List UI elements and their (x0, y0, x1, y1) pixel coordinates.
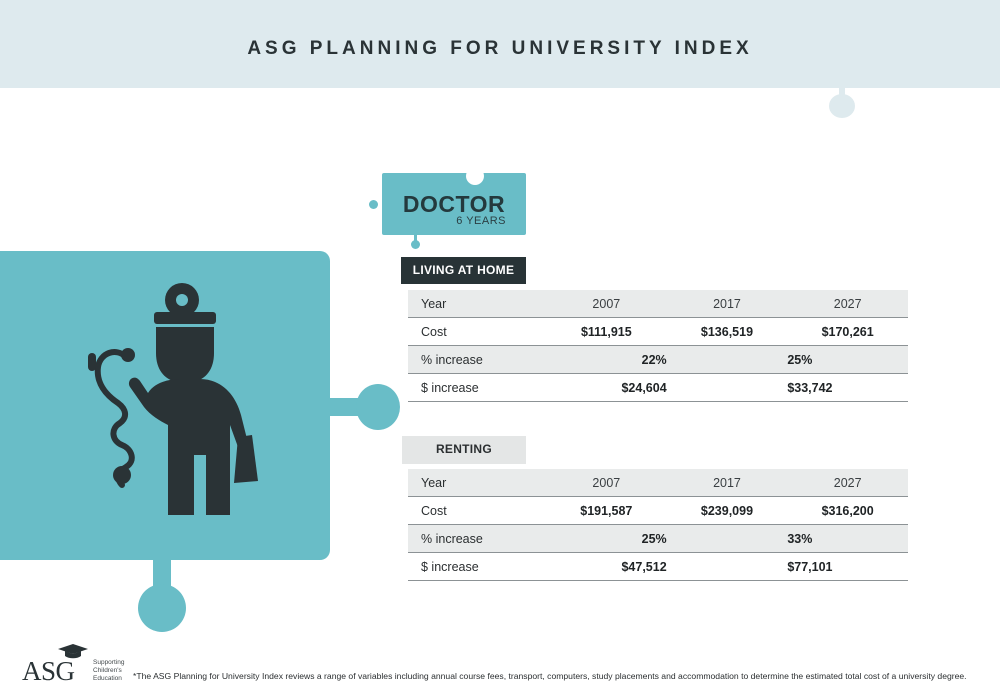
pct-increase-cell: 33% (787, 524, 908, 553)
dollar-increase-cell: $47,512 (546, 552, 667, 581)
tagline-line: Supporting (93, 659, 125, 666)
pct-increase-cell: 22% (546, 345, 667, 374)
row-label: % increase (408, 524, 546, 553)
year-cell: 2007 (546, 469, 667, 497)
cost-cell: $136,519 (666, 317, 788, 346)
cost-cell: $170,261 (787, 317, 908, 346)
asg-logo: ASG (22, 656, 75, 686)
spacer-cell (666, 345, 788, 374)
year-cell: 2027 (787, 290, 908, 318)
doctor-icon (88, 283, 258, 515)
puzzle-knob (829, 94, 855, 118)
dollar-increase-cell: $77,101 (787, 552, 908, 581)
puzzle-connector (414, 233, 417, 241)
table-row: % increase 22% 25% (408, 345, 908, 374)
cost-cell: $191,587 (546, 496, 667, 525)
graduation-cap-icon (58, 644, 88, 659)
profession-card: DOCTOR 6 YEARS (382, 173, 526, 235)
tagline-line: Education (93, 675, 122, 682)
row-label: $ increase (408, 373, 546, 402)
living-at-home-label: LIVING AT HOME (401, 257, 526, 284)
row-label: % increase (408, 345, 546, 374)
row-label: Cost (408, 496, 546, 525)
tagline-line: Children's (93, 667, 122, 674)
table-row: $ increase $47,512 $77,101 (408, 552, 908, 581)
puzzle-knob (138, 584, 186, 632)
puzzle-knob (356, 384, 400, 430)
table-row: % increase 25% 33% (408, 524, 908, 553)
cost-cell: $316,200 (787, 496, 908, 525)
cost-cell: $239,099 (666, 496, 788, 525)
table-row: Cost $111,915 $136,519 $170,261 (408, 317, 908, 346)
row-label: $ increase (408, 552, 546, 581)
table-row: $ increase $24,604 $33,742 (408, 373, 908, 402)
puzzle-knob (466, 167, 484, 185)
puzzle-connector (839, 84, 845, 98)
table-row: Year 2007 2017 2027 (408, 290, 908, 318)
pct-increase-cell: 25% (787, 345, 908, 374)
footnote: *The ASG Planning for University Index r… (133, 671, 967, 681)
puzzle-knob (181, 61, 207, 83)
dollar-increase-cell: $33,742 (787, 373, 908, 402)
puzzle-knob (411, 240, 420, 249)
year-cell: 2017 (666, 469, 788, 497)
pct-increase-cell: 25% (546, 524, 667, 553)
row-label: Year (408, 469, 546, 497)
renting-label: RENTING (402, 436, 526, 464)
asg-tagline: Supporting Children's Education (93, 659, 124, 683)
spacer-cell (666, 373, 788, 402)
year-cell: 2027 (787, 469, 908, 497)
profession-title: DOCTOR (402, 191, 506, 217)
profession-duration: 6 YEARS (456, 215, 506, 227)
cost-cell: $111,915 (546, 317, 667, 346)
row-label: Cost (408, 317, 546, 346)
table-row: Cost $191,587 $239,099 $316,200 (408, 496, 908, 525)
spacer-cell (666, 524, 788, 553)
year-cell: 2017 (666, 290, 788, 318)
row-label: Year (408, 290, 546, 318)
page-title: ASG PLANNING FOR UNIVERSITY INDEX (247, 38, 753, 59)
year-cell: 2007 (546, 290, 667, 318)
dollar-increase-cell: $24,604 (546, 373, 667, 402)
puzzle-knob (369, 200, 378, 209)
table-row: Year 2007 2017 2027 (408, 469, 908, 497)
spacer-cell (666, 552, 788, 581)
renting-table: Year 2007 2017 2027 Cost $191,587 $239,0… (408, 469, 908, 581)
header-banner: ASG PLANNING FOR UNIVERSITY INDEX (0, 0, 1000, 88)
living-at-home-table: Year 2007 2017 2027 Cost $111,915 $136,5… (408, 290, 908, 402)
